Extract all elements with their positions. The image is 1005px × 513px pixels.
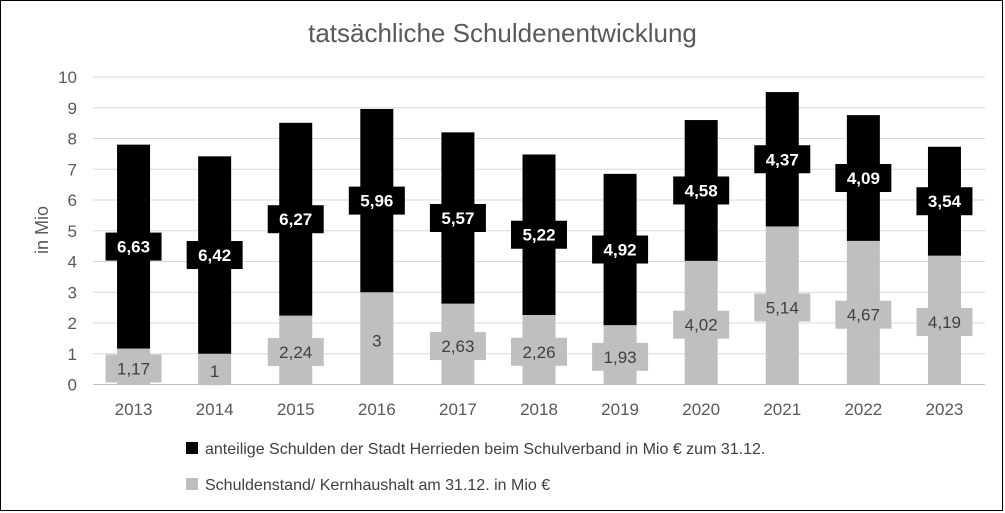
data-label-schulverband: 5,22 <box>522 226 555 245</box>
data-label-schulverband: 6,42 <box>198 246 231 265</box>
x-tick-label: 2023 <box>926 400 964 419</box>
data-label-box <box>916 187 973 216</box>
data-label-box <box>105 232 162 261</box>
legend-label: anteilige Schulden der Stadt Herrieden b… <box>205 441 765 458</box>
x-tick-label: 2021 <box>763 400 801 419</box>
data-label-box <box>105 354 162 383</box>
data-label-box <box>200 357 229 386</box>
data-label-box <box>754 145 811 174</box>
data-label-schulverband: 4,92 <box>604 241 637 260</box>
data-label-kernhaushalt: 2,24 <box>279 343 312 362</box>
data-label-box <box>835 164 892 193</box>
legend-label: Schuldenstand/ Kernhaushalt am 31.12. in… <box>205 477 550 494</box>
x-tick-label: 2013 <box>115 400 153 419</box>
y-tick-label: 2 <box>68 314 77 333</box>
data-label-schulverband: 4,09 <box>847 169 880 188</box>
data-label-schulverband: 4,37 <box>766 150 799 169</box>
y-tick-label: 1 <box>68 345 77 364</box>
data-label-kernhaushalt: 5,14 <box>766 298 799 317</box>
data-label-schulverband: 6,27 <box>279 210 312 229</box>
data-label-kernhaushalt: 2,63 <box>441 337 474 356</box>
data-label-box <box>916 308 973 337</box>
x-tick-label: 2018 <box>520 400 558 419</box>
y-tick-label: 10 <box>58 68 77 87</box>
data-label-box <box>362 326 391 355</box>
chart-title: tatsächliche Schuldenentwicklung <box>308 18 697 48</box>
x-tick-label: 2019 <box>601 400 639 419</box>
data-label-kernhaushalt: 1 <box>210 362 219 381</box>
y-tick-label: 0 <box>68 376 77 395</box>
x-tick-label: 2017 <box>439 400 477 419</box>
x-tick-label: 2016 <box>358 400 396 419</box>
data-label-box <box>267 338 324 367</box>
data-label-schulverband: 6,63 <box>117 238 150 257</box>
legend: anteilige Schulden der Stadt Herrieden b… <box>186 441 765 494</box>
x-tick-label: 2020 <box>682 400 720 419</box>
y-tick-label: 8 <box>68 130 77 149</box>
data-label-box <box>673 176 730 205</box>
y-tick-label: 5 <box>68 222 77 241</box>
x-tick-label: 2014 <box>196 400 234 419</box>
y-tick-label: 6 <box>68 191 77 210</box>
data-label-schulverband: 4,58 <box>685 181 718 200</box>
data-label-kernhaushalt: 1,93 <box>604 348 637 367</box>
data-label-kernhaushalt: 4,02 <box>685 316 718 335</box>
data-label-kernhaushalt: 4,67 <box>847 306 880 325</box>
data-label-box <box>754 293 811 322</box>
data-label-box <box>429 332 486 361</box>
data-label-schulverband: 5,96 <box>360 192 393 211</box>
data-label-box <box>429 203 486 232</box>
data-label-box <box>267 205 324 234</box>
data-label-box <box>348 186 405 215</box>
data-label-box <box>673 310 730 339</box>
y-tick-label: 4 <box>68 253 77 272</box>
data-label-kernhaushalt: 4,19 <box>928 313 961 332</box>
data-label-kernhaushalt: 2,26 <box>522 343 555 362</box>
y-tick-label: 9 <box>68 99 77 118</box>
data-labels: 1,17 6,63 1 6,42 2,24 6,27 3 5,96 2,63 5,57 2,26 5,… <box>105 145 973 386</box>
x-axis: 2013 2014 2015 2016 2017 2018 2019 2020 2021 2022… <box>115 400 964 419</box>
data-label-schulverband: 5,57 <box>441 209 474 228</box>
data-label-kernhaushalt: 3 <box>372 331 381 350</box>
data-label-box <box>511 220 567 249</box>
y-axis-label: in Mio <box>32 206 52 254</box>
y-tick-label: 3 <box>68 283 77 302</box>
data-label-box <box>835 300 892 329</box>
legend-swatch <box>186 478 198 490</box>
data-label-box <box>186 241 243 270</box>
y-axis: 0 1 2 3 4 5 6 7 8 9 10 <box>58 68 77 395</box>
data-label-box <box>592 235 649 264</box>
x-tick-label: 2022 <box>844 400 882 419</box>
data-label-schulverband: 3,54 <box>928 192 962 211</box>
y-tick-label: 7 <box>68 160 77 179</box>
x-tick-label: 2015 <box>277 400 315 419</box>
data-label-box <box>592 342 649 371</box>
data-label-box <box>511 337 567 366</box>
data-label-kernhaushalt: 1,17 <box>117 360 150 379</box>
legend-swatch <box>186 442 198 454</box>
